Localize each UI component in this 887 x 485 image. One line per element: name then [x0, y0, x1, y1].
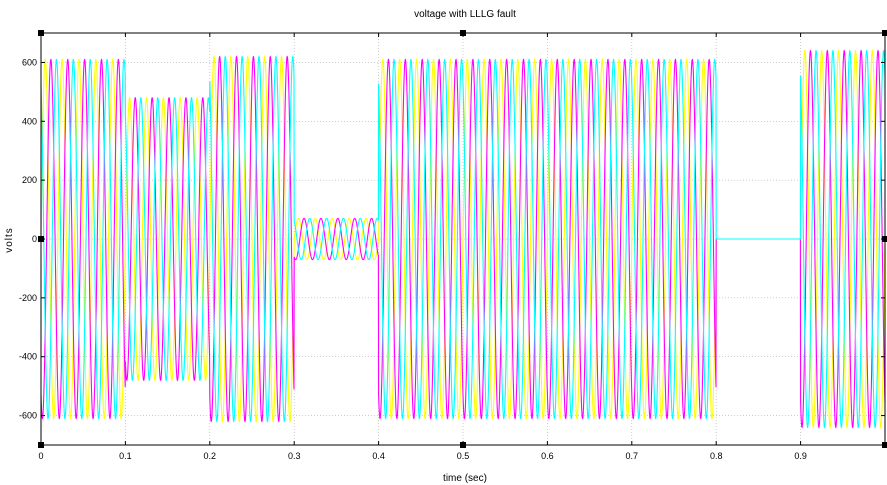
y-axis-label: volts: [4, 227, 15, 253]
y-tick-label: 0: [32, 234, 37, 244]
x-tick-label: 0.7: [626, 451, 639, 461]
x-tick-label: 0.1: [119, 451, 132, 461]
x-tick-label: 0.2: [204, 451, 217, 461]
axis-ticks: 0 0.1 0.2 0.3 0.4 0.5 0.6 0.7 0.8 0.9 600 400 200 0 -2…: [19, 33, 885, 461]
voltage-phase-line: [40, 49, 886, 429]
chart-title: voltage with LLLG fault: [414, 9, 516, 20]
y-tick-label: -400: [19, 352, 37, 362]
y-tick-label: 200: [22, 175, 37, 185]
x-tick-label: 0.6: [541, 451, 554, 461]
x-tick-label: 0.3: [288, 451, 301, 461]
x-tick-label: 0.4: [372, 451, 385, 461]
y-tick-label: 400: [22, 116, 37, 126]
y-tick-label: -600: [19, 411, 37, 421]
resize-handle: [38, 442, 44, 448]
plot-series: [40, 49, 886, 429]
resize-handle: [460, 30, 466, 36]
y-tick-label: 600: [22, 57, 37, 67]
resize-handle: [38, 236, 44, 242]
x-tick-label: 0.5: [457, 451, 470, 461]
resize-handle: [460, 442, 466, 448]
scope-handles: [38, 30, 887, 448]
x-tick-label: 0.8: [710, 451, 723, 461]
resize-handle: [882, 442, 887, 448]
resize-handle: [882, 236, 887, 242]
resize-handle: [38, 30, 44, 36]
x-axis-label: time (sec): [443, 473, 487, 484]
y-tick-label: -200: [19, 293, 37, 303]
x-tick-label: 0: [38, 451, 43, 461]
x-tick-label: 0.9: [794, 451, 807, 461]
resize-handle: [882, 30, 887, 36]
